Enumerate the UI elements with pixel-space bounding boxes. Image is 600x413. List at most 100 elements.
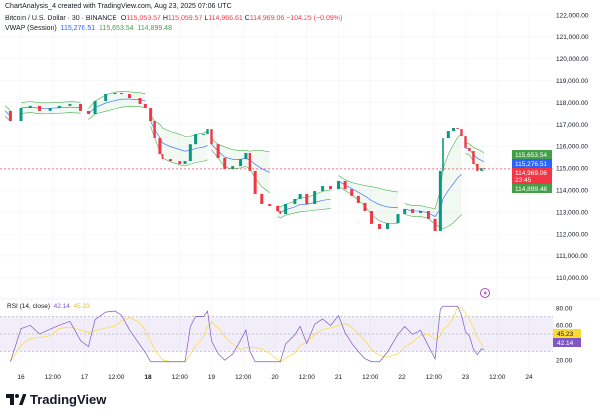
candle [305, 193, 309, 204]
vwap-bands [4, 91, 485, 230]
lightning-icon[interactable] [480, 288, 490, 298]
candle [210, 129, 213, 145]
candle [79, 103, 83, 111]
price-tick-label: 118,000.00 [556, 100, 588, 107]
time-tick-label: 22 [398, 374, 406, 381]
vwap-tag-text: 115,276.51 [515, 161, 547, 168]
candle [48, 108, 52, 111]
candle [279, 211, 282, 215]
rsi-tags: 45.23 42.14 [553, 329, 581, 347]
rsi-legend[interactable]: RSI (14, close) 42.14 45.23 [7, 303, 90, 310]
candle [356, 195, 360, 203]
candle [313, 191, 317, 204]
rsi-ma-line [10, 306, 485, 363]
candle [161, 154, 164, 160]
candle [138, 98, 142, 104]
vwap-lower-value: 114,899.48 [137, 25, 172, 32]
time-tick-label: 12:00 [426, 374, 443, 381]
candle [350, 189, 354, 196]
price-tick-label: 121,000.00 [556, 34, 589, 41]
candle [446, 131, 450, 139]
candle [239, 159, 243, 167]
vwap-band-fill [150, 115, 208, 166]
candle [476, 163, 479, 171]
price-tick-label: 111,000.00 [556, 253, 588, 260]
candle [452, 128, 456, 132]
price-tick-label: 116,000.00 [556, 144, 588, 151]
rsi-line [10, 305, 485, 363]
vwap-band-fill [404, 133, 462, 229]
rsi-value: 42.14 [53, 303, 70, 310]
symbol-title[interactable]: Bitcoin / U.S. Dollar · 30 · BINANCE [5, 15, 118, 22]
rsi-pane: 80.00 60.00 20.00 [0, 305, 573, 364]
vwap-lower-band [277, 208, 331, 219]
candle [460, 129, 463, 137]
candle [223, 158, 227, 169]
candle [178, 161, 182, 164]
candle [260, 193, 264, 204]
bar-countdown: 23:45 [515, 177, 532, 184]
price-chart[interactable]: 122,000.00 121,000.00 120,000.00 119,000.00… [0, 0, 600, 390]
vwap-lower-tag-text: 114,899.48 [515, 186, 547, 193]
time-tick-label: 17 [81, 374, 89, 381]
candle [57, 105, 61, 109]
candle [284, 203, 288, 215]
price-tags: 115,653.54 115,276.51 114,969.06 23:45 1… [512, 150, 552, 193]
vwap-line [88, 98, 146, 115]
high-value: 115,059.57 [167, 15, 203, 22]
vwap-lower-band [150, 126, 208, 167]
candle [253, 170, 257, 194]
time-tick-label: 18 [144, 374, 152, 381]
rsi-tick-label: 20.00 [556, 357, 573, 364]
candle [143, 103, 147, 109]
candle [321, 186, 325, 192]
candle [396, 214, 400, 224]
candle [104, 94, 108, 102]
vwap-upper-band [88, 91, 146, 109]
tradingview-logo-icon [6, 394, 26, 405]
vwap-line [338, 180, 399, 209]
price-tick-label: 114,000.00 [556, 188, 588, 195]
price-axis[interactable]: 122,000.00 121,000.00 120,000.00 119,000.00… [556, 12, 589, 282]
candle [370, 211, 374, 224]
high-label: H [162, 15, 168, 22]
time-axis[interactable]: 16 12:00 17 12:00 18 12:00 19 12:00 20 12:00 21 12:… [17, 374, 533, 381]
time-tick-label: 12:00 [299, 374, 316, 381]
candle [206, 129, 209, 135]
rsi-tick-label: 60.00 [556, 323, 573, 330]
rsi-ma-value: 45.23 [73, 303, 90, 310]
rsi-ma-tag-text: 45.23 [557, 331, 574, 338]
candle [343, 181, 347, 190]
candle [403, 209, 407, 215]
tradingview-logo: TradingView [6, 392, 106, 407]
time-tick-label: 16 [17, 374, 25, 381]
candle [127, 94, 131, 99]
time-tick-label: 21 [335, 374, 343, 381]
open-label: O [120, 15, 127, 22]
candle [483, 168, 485, 169]
candle [168, 159, 172, 162]
time-tick-label: 23 [462, 374, 470, 381]
candles [8, 92, 485, 231]
time-tick-label: 12:00 [108, 374, 125, 381]
candle [363, 202, 367, 212]
vwap-line [277, 198, 331, 213]
last-price-tag-text: 114,969.06 [515, 170, 547, 177]
candle [337, 181, 340, 190]
candle [149, 108, 153, 121]
change-value: −104.25 (−0.09%) [286, 15, 343, 22]
rsi-tag [553, 338, 581, 347]
vwap-band-fill [465, 142, 485, 171]
candle [268, 203, 272, 206]
candle [202, 134, 206, 135]
candle [194, 134, 198, 145]
candle [438, 170, 442, 231]
price-tick-label: 115,000.00 [556, 166, 588, 173]
vwap-upper-band [211, 138, 270, 153]
vwap-upper-band [4, 105, 11, 111]
time-tick-label: 12:00 [45, 374, 62, 381]
candle [276, 205, 280, 212]
vwap-line [211, 144, 270, 173]
price-tick-label: 110,000.00 [556, 275, 588, 282]
vwap-line [150, 120, 208, 152]
